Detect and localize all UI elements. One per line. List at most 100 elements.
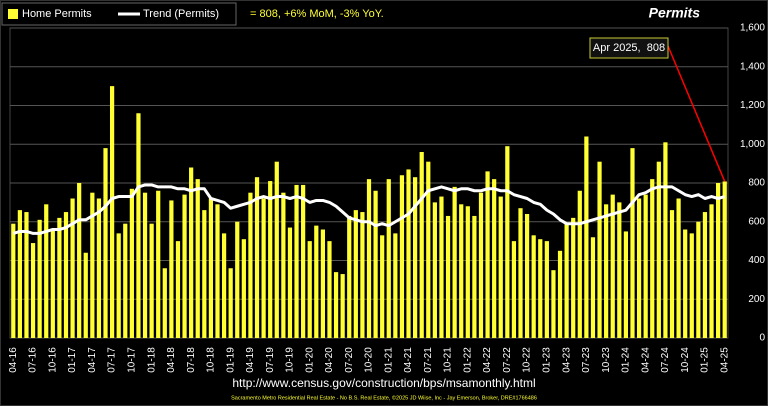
bar xyxy=(399,175,405,338)
bar xyxy=(669,210,675,338)
bar xyxy=(268,181,273,338)
bar xyxy=(175,241,181,338)
bar xyxy=(149,223,154,338)
bar xyxy=(241,239,246,338)
x-tick-label: 04-25 xyxy=(719,347,730,373)
y-tick-label: 800 xyxy=(748,178,765,189)
bar xyxy=(426,161,431,338)
x-tick-label: 01-20 xyxy=(304,347,315,373)
bar xyxy=(182,194,187,338)
bar xyxy=(689,233,694,338)
annotation: = 808, +6% MoM, -3% YoY. xyxy=(250,8,384,20)
y-tick-label: 1,600 xyxy=(740,23,765,34)
bar xyxy=(202,210,207,338)
bar xyxy=(235,221,240,338)
bar xyxy=(459,204,464,338)
bar xyxy=(307,241,312,338)
x-tick-label: 07-23 xyxy=(581,347,592,373)
bar xyxy=(340,274,345,338)
bar xyxy=(366,179,372,338)
x-tick-label: 10-18 xyxy=(206,347,217,373)
x-tick-label: 04-17 xyxy=(87,347,98,373)
bar xyxy=(636,198,642,338)
x-tick-label: 07-21 xyxy=(423,347,434,373)
x-tick-label: 04-20 xyxy=(324,347,335,373)
bar xyxy=(380,235,385,338)
bar xyxy=(129,188,134,338)
bar xyxy=(301,184,306,338)
bar xyxy=(373,190,378,338)
x-tick-label: 07-16 xyxy=(28,347,39,373)
x-tick-label: 01-25 xyxy=(700,347,711,373)
bar xyxy=(162,268,167,338)
bar xyxy=(419,152,424,338)
bar xyxy=(77,183,82,338)
x-tick-label: 04-18 xyxy=(166,347,177,373)
bar xyxy=(208,198,214,338)
bar xyxy=(274,161,279,338)
bar xyxy=(24,212,29,338)
x-tick-label: 10-21 xyxy=(443,347,454,373)
bar xyxy=(254,177,260,338)
legend-box xyxy=(1,2,237,26)
bar xyxy=(90,192,95,338)
bar xyxy=(702,212,708,338)
bar xyxy=(386,179,391,338)
y-tick-label: 1,000 xyxy=(740,139,765,150)
bar xyxy=(722,181,727,338)
bar xyxy=(287,227,293,338)
legend-label: Trend (Permits) xyxy=(143,8,219,20)
legend-swatch xyxy=(8,9,18,19)
bar xyxy=(551,270,556,338)
bar xyxy=(413,177,418,338)
bar xyxy=(142,192,148,338)
y-tick-label: 600 xyxy=(748,216,765,227)
bar xyxy=(445,215,451,338)
x-tick-label: 07-24 xyxy=(660,347,671,373)
bar xyxy=(50,229,55,338)
trend-line xyxy=(12,183,726,235)
bar xyxy=(584,136,589,338)
x-tick-label: 07-20 xyxy=(344,347,355,373)
bar xyxy=(432,202,437,338)
callout-line xyxy=(667,45,726,182)
bar xyxy=(683,229,688,338)
x-tick-label: 04-19 xyxy=(245,347,256,373)
x-tick-label: 04-16 xyxy=(8,347,19,373)
bar xyxy=(577,190,582,338)
bar xyxy=(333,272,339,338)
y-tick-label: 1,200 xyxy=(740,100,765,111)
callout-box xyxy=(589,37,669,59)
bar xyxy=(360,212,365,338)
x-tick-label: 10-17 xyxy=(127,347,138,373)
bar xyxy=(57,217,62,338)
bar xyxy=(70,198,75,338)
source: http://www.census.gov/construction/bps/m… xyxy=(232,376,535,390)
x-tick-label: 10-23 xyxy=(601,347,612,373)
bar xyxy=(650,179,655,338)
bar xyxy=(103,148,108,338)
bar xyxy=(472,215,477,338)
bar xyxy=(37,219,42,338)
bar xyxy=(696,221,701,338)
y-tick-label: 0 xyxy=(759,333,765,344)
bar xyxy=(123,223,128,338)
footer: Sacramento Metro Residential Real Estate… xyxy=(231,394,537,401)
bar xyxy=(538,239,543,338)
bar xyxy=(109,86,115,338)
bar xyxy=(353,210,358,338)
x-tick-label: 10-24 xyxy=(680,347,691,373)
bar xyxy=(492,179,497,338)
bar xyxy=(498,196,503,338)
x-tick-label: 07-18 xyxy=(186,347,197,373)
bar xyxy=(11,223,16,338)
bar xyxy=(30,243,36,338)
bar xyxy=(96,198,102,338)
bar xyxy=(676,198,681,338)
bar xyxy=(248,192,253,338)
x-tick-label: 01-23 xyxy=(541,347,552,373)
bar xyxy=(228,268,233,338)
bar xyxy=(169,200,174,338)
bar xyxy=(327,241,332,338)
